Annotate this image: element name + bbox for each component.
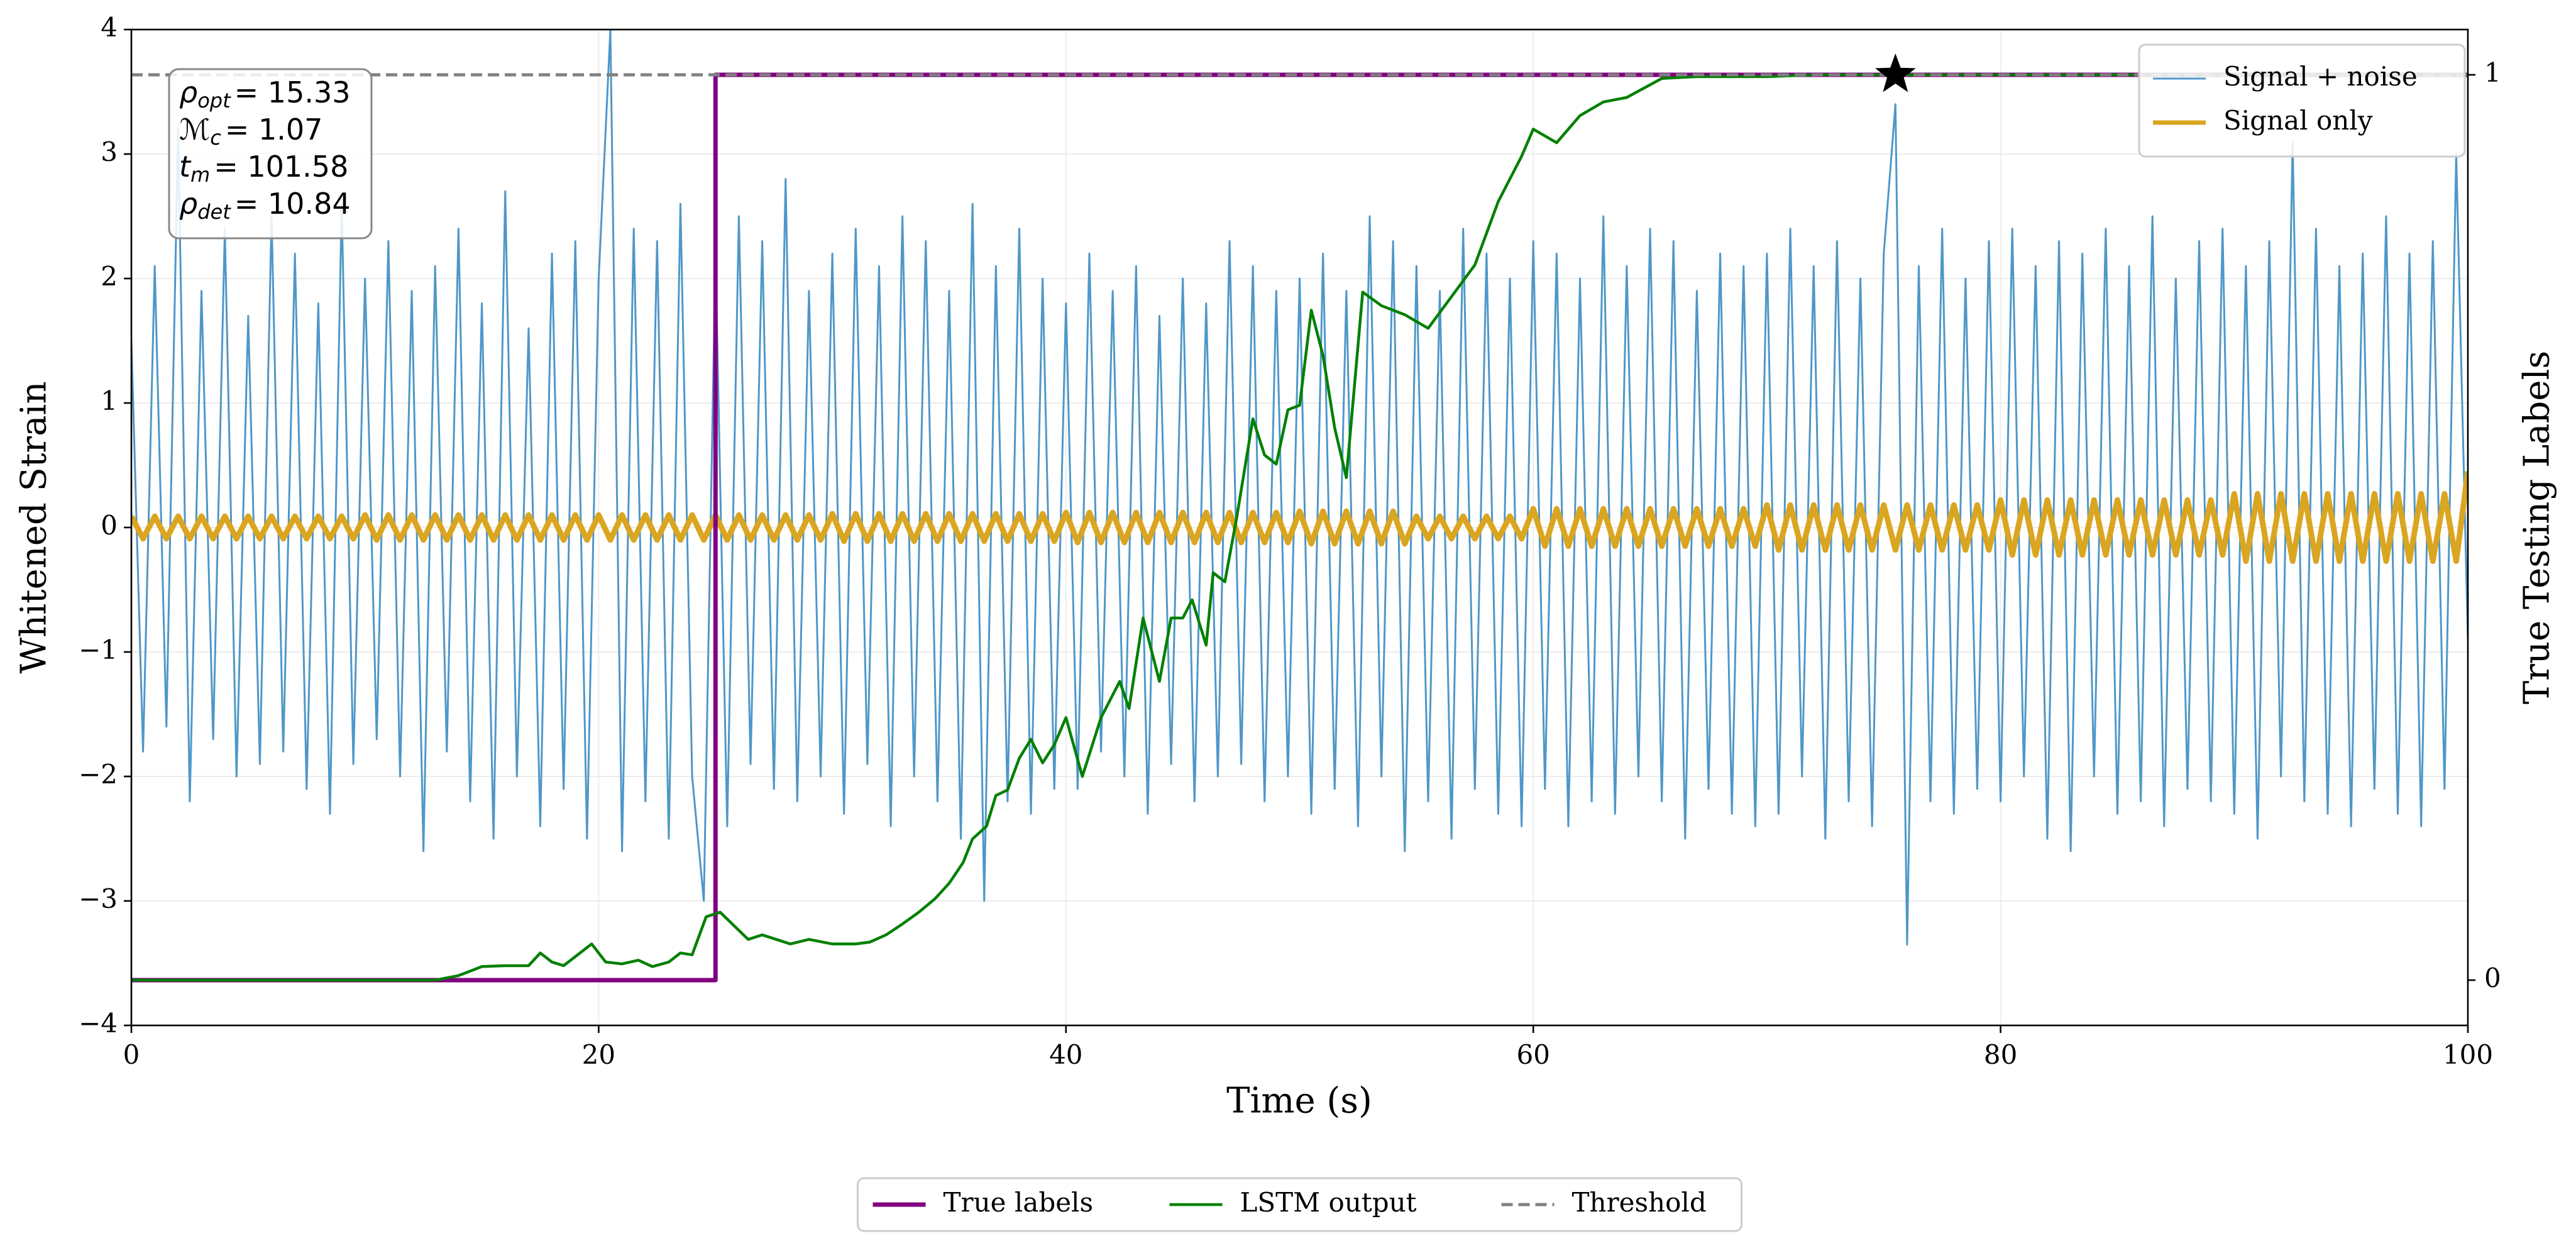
x-tick-label: 60 <box>1516 1039 1549 1070</box>
annotation-subscript: opt <box>197 89 231 113</box>
annotation: tm = 101.58 <box>179 150 348 187</box>
y-tick-label: 3 <box>101 136 118 167</box>
grid <box>131 29 2469 1026</box>
annotation-text: = 1.07 <box>225 113 323 146</box>
annotation-text: = 101.58 <box>214 150 348 184</box>
legend-label: Signal only <box>2223 105 2373 136</box>
y-tick-label: 2 <box>101 261 118 292</box>
x-tick-label: 0 <box>123 1039 140 1070</box>
legend-label: Threshold <box>1572 1187 1707 1218</box>
legends: Signal + noise Signal only True labels LSTM… <box>857 43 2466 1232</box>
y2-tick-label: 1 <box>2484 57 2501 88</box>
series-line <box>131 73 2468 982</box>
plot-area <box>131 30 2468 983</box>
x-tick-label: 20 <box>582 1039 615 1070</box>
y-tick-label: 4 <box>101 12 118 43</box>
annotation-subscript: det <box>197 200 231 224</box>
x-axis-label: Time (s) <box>1226 1081 1372 1122</box>
y2-tick-label: 0 <box>2484 963 2501 993</box>
y-tick-label: −3 <box>79 883 118 914</box>
annotation-subscript: m <box>190 163 210 187</box>
annotation-subscript: c <box>210 126 221 150</box>
annotation-frame <box>168 68 373 240</box>
y-axis-label: Whitened Strain <box>14 381 55 673</box>
legend-label: True labels <box>944 1187 1094 1218</box>
x-tick-label: 100 <box>2443 1039 2493 1070</box>
annotation-symbol: ρ <box>179 187 197 221</box>
legend-label: Signal + noise <box>2223 61 2418 92</box>
y-tick-label: −2 <box>79 759 118 790</box>
series-line <box>131 30 2468 946</box>
annotation-symbol: t <box>179 150 192 184</box>
annotation: ρdet = 10.84 <box>179 187 351 224</box>
y-tick-label: −4 <box>79 1008 118 1039</box>
annotation-symbol: ℳ <box>179 113 210 146</box>
x-tick-label: 40 <box>1049 1039 1082 1070</box>
series-line <box>131 471 2468 564</box>
detection-marker <box>1875 53 1916 92</box>
legend-label: LSTM output <box>1240 1187 1417 1218</box>
y-tick-label: 1 <box>101 385 118 416</box>
annotation-text: = 15.33 <box>234 75 351 109</box>
legend-frame <box>2138 43 2466 158</box>
annotation-symbol: ρ <box>179 75 197 109</box>
x-tick-label: 80 <box>1984 1039 2017 1070</box>
y2-axis-label: True Testing Labels <box>2517 351 2558 704</box>
legend-frame <box>857 1177 1742 1232</box>
y-tick-label: 0 <box>101 510 118 541</box>
annotation-text: = 10.84 <box>234 187 351 221</box>
annotation: ρopt = 15.33 <box>179 75 351 113</box>
annotation: ℳc = 1.07 <box>179 113 322 150</box>
y-tick-label: −1 <box>79 634 118 665</box>
